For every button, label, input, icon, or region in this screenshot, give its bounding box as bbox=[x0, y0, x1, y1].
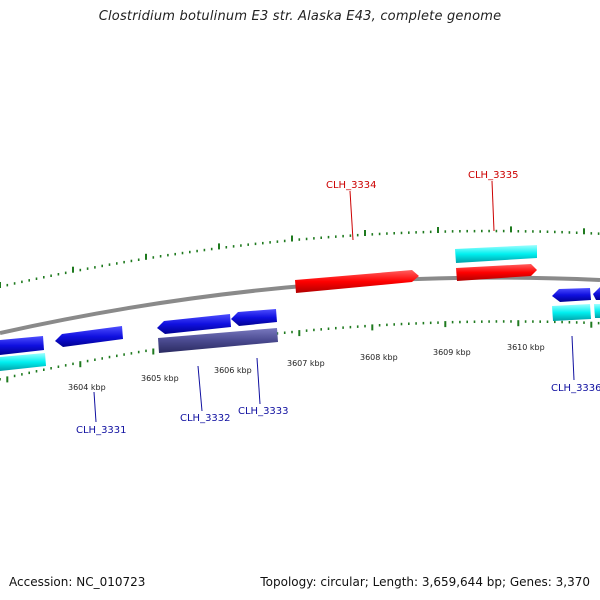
gene-label-CLH_3334[interactable]: CLH_3334 bbox=[326, 180, 377, 191]
leader-CLH_3332 bbox=[197, 365, 203, 412]
gene-CLH_3334[interactable] bbox=[295, 270, 419, 293]
outer-tick-ring bbox=[0, 226, 600, 288]
accession-text: Accession: NC_010723 bbox=[9, 575, 146, 589]
tick-label-3610: 3610 kbp bbox=[507, 343, 545, 352]
gene-right-partial[interactable] bbox=[593, 287, 600, 300]
tick-label-3606: 3606 kbp bbox=[214, 366, 252, 375]
gene-CLH_3336[interactable] bbox=[552, 288, 591, 302]
tick-label-3605: 3605 kbp bbox=[141, 374, 179, 383]
feature-left-rna[interactable] bbox=[0, 353, 46, 371]
gene-CLH_3331[interactable] bbox=[55, 326, 123, 347]
reverse-genes bbox=[0, 287, 600, 355]
gene-label-CLH_3331[interactable]: CLH_3331 bbox=[76, 425, 127, 436]
feature-CLH_3336-rna[interactable] bbox=[552, 304, 591, 321]
gene-label-CLH_3333[interactable]: CLH_3333 bbox=[238, 406, 289, 417]
gene-CLH_3333[interactable] bbox=[231, 309, 277, 326]
feature-right-rna[interactable] bbox=[594, 304, 600, 318]
gene-label-leaders bbox=[93, 180, 575, 423]
gene-labels: CLH_3331 CLH_3332 CLH_3333 CLH_3334 CLH_… bbox=[76, 170, 600, 436]
tick-label-3608: 3608 kbp bbox=[360, 353, 398, 362]
leader-CLH_3336 bbox=[571, 335, 575, 381]
gene-label-CLH_3335[interactable]: CLH_3335 bbox=[468, 170, 519, 181]
gene-CLH_3332[interactable] bbox=[157, 314, 231, 334]
reverse-rna-features bbox=[0, 304, 600, 371]
leader-CLH_3335 bbox=[491, 180, 495, 232]
gene-label-CLH_3332[interactable]: CLH_3332 bbox=[180, 413, 231, 424]
forward-rna-features bbox=[455, 245, 537, 263]
forward-genes bbox=[295, 264, 537, 293]
gene-CLH_3335[interactable] bbox=[456, 264, 537, 281]
leader-CLH_3333 bbox=[256, 357, 261, 405]
tick-label-3609: 3609 kbp bbox=[433, 348, 471, 357]
leader-CLH_3331 bbox=[93, 391, 97, 423]
feature-CLH_3332-3333-region[interactable] bbox=[158, 328, 278, 353]
reverse-other-features bbox=[158, 328, 278, 353]
tick-labels: 3604 kbp 3605 kbp 3606 kbp 3607 kbp 3608… bbox=[68, 343, 545, 392]
map-title: Clostridium botulinum E3 str. Alaska E43… bbox=[98, 9, 502, 24]
tick-label-3607: 3607 kbp bbox=[287, 359, 325, 368]
gene-left-partial[interactable] bbox=[0, 336, 44, 355]
leader-CLH_3334 bbox=[349, 190, 354, 241]
genome-summary-text: Topology: circular; Length: 3,659,644 bp… bbox=[260, 575, 590, 589]
gene-label-CLH_3336[interactable]: CLH_3336 bbox=[551, 383, 600, 394]
feature-CLH_3335-rna[interactable] bbox=[455, 245, 537, 263]
tick-label-3604: 3604 kbp bbox=[68, 383, 106, 392]
